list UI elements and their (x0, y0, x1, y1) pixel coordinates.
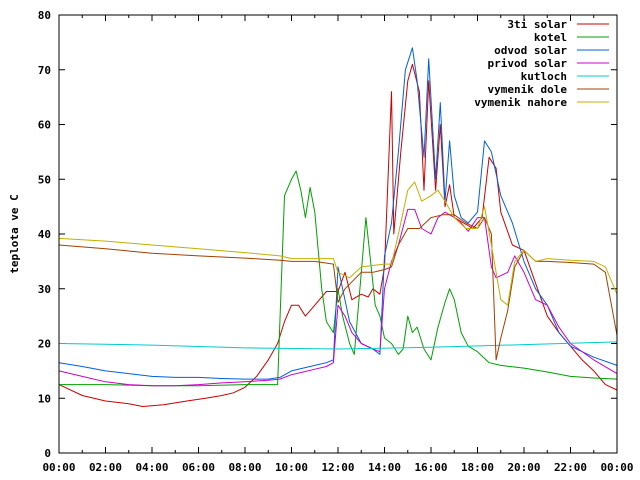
x-tick-label: 14:00 (368, 461, 401, 474)
series-lines (58, 47, 618, 407)
x-tick-label: 16:00 (414, 461, 447, 474)
legend-label: privod solar (488, 57, 568, 70)
y-tick-label: 80 (38, 9, 51, 22)
y-tick-label: 30 (38, 283, 51, 296)
y-tick-label: 50 (38, 173, 51, 186)
legend-label: odvod solar (494, 44, 567, 57)
series-line (59, 170, 618, 387)
x-tick-label: 18:00 (461, 461, 494, 474)
series-line (58, 214, 618, 361)
y-tick-label: 40 (38, 228, 51, 241)
y-tick-label: 70 (38, 64, 51, 77)
legend-label: 3ti solar (507, 18, 567, 31)
series-line (58, 208, 618, 387)
y-tick-label: 10 (38, 392, 51, 405)
legend-label: vymenik nahore (474, 96, 567, 109)
x-tick-label: 10:00 (275, 461, 308, 474)
series-line (58, 47, 618, 380)
legend-label: vymenik dole (488, 83, 568, 96)
legend-label: kutloch (521, 70, 567, 83)
x-tick-label: 00:00 (42, 461, 75, 474)
y-tick-label: 0 (44, 447, 51, 460)
series-line (58, 181, 618, 306)
tick-labels: 0 10 20 30 40 50 60 70 80 00:00 02:00 04:00 06:00 08:… (38, 9, 634, 474)
x-tick-label: 20:00 (507, 461, 540, 474)
series-line (58, 341, 618, 350)
x-tick-label: 22:00 (554, 461, 587, 474)
plot-frame (58, 14, 618, 454)
x-tick-label: 08:00 (228, 461, 261, 474)
y-tick-label: 20 (38, 338, 51, 351)
x-tick-label: 04:00 (135, 461, 168, 474)
y-axis-title: teplota ve C (8, 194, 21, 273)
series-line (58, 63, 618, 407)
x-tick-label: 00:00 (600, 461, 633, 474)
y-tick-label: 60 (38, 119, 51, 132)
legend-label: kotel (534, 31, 567, 44)
x-tick-label: 12:00 (321, 461, 354, 474)
x-tick-label: 06:00 (182, 461, 215, 474)
x-tick-label: 02:00 (89, 461, 122, 474)
